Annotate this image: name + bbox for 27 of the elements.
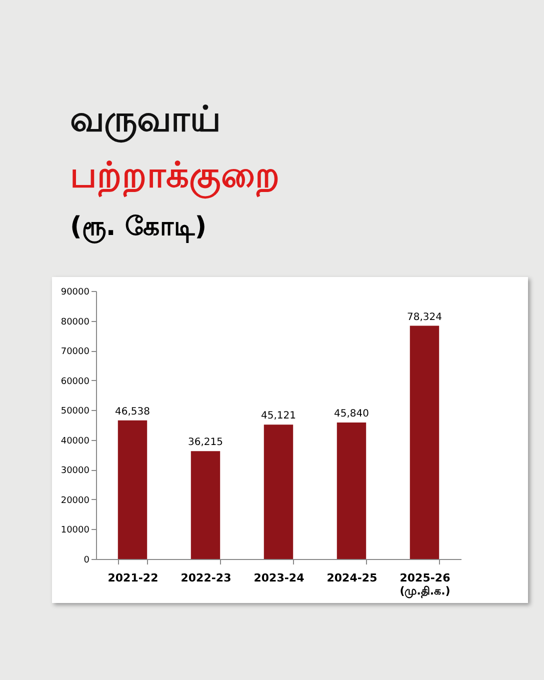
x-tick-label: 2022-23 xyxy=(180,572,232,584)
x-tick-label: 2024-25 xyxy=(326,572,378,584)
y-tick-label: 40000 xyxy=(60,436,90,446)
x-tick-label: 2021-22 xyxy=(108,572,158,584)
bar xyxy=(336,422,366,559)
y-tick-label: 30000 xyxy=(60,466,90,476)
y-tick-label: 50000 xyxy=(60,406,90,417)
chart-title: வருவாய் பற்றாக்குறை xyxy=(70,98,280,201)
bar xyxy=(190,451,220,559)
x-tick-label: 2025-26 (மு.தி.க.) xyxy=(400,572,451,598)
y-tick-label: 70000 xyxy=(60,347,90,358)
chart-subtitle: (ரூ. கோடி) xyxy=(70,212,207,245)
bar xyxy=(118,420,148,559)
y-tick-label: 90000 xyxy=(60,288,90,298)
y-tick-label: 60000 xyxy=(60,376,90,387)
y-tick-label: 10000 xyxy=(60,526,90,536)
bar xyxy=(410,326,440,559)
x-tick-label: 2023-24 xyxy=(254,572,305,584)
data-label: 45,121 xyxy=(261,410,296,422)
y-tick-label: 0 xyxy=(84,556,90,566)
data-label: 36,215 xyxy=(188,437,223,448)
y-tick-label: 20000 xyxy=(60,496,90,506)
bar xyxy=(264,424,294,559)
data-label: 45,840 xyxy=(334,408,369,420)
data-label: 78,324 xyxy=(407,312,442,323)
data-label: 46,538 xyxy=(115,406,150,418)
y-tick-label: 80000 xyxy=(60,317,90,328)
